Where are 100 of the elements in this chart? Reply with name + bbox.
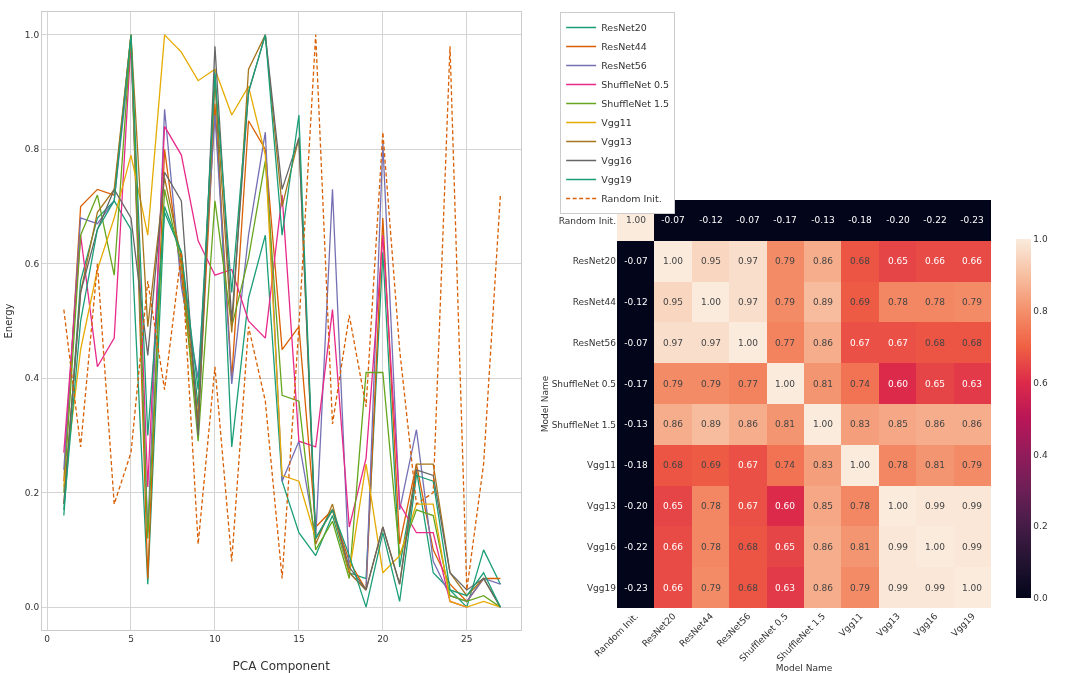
data-label: 1.00	[887, 501, 909, 512]
data-label: 0.68	[737, 542, 759, 553]
data-label: 0.66	[924, 256, 946, 267]
legend-label: Vgg13	[601, 136, 632, 148]
data-label: -0.07	[661, 215, 685, 226]
data-label: 0.86	[812, 583, 834, 594]
data-label: -0.20	[624, 501, 648, 512]
data-label: 0.85	[812, 501, 834, 512]
data-label: 0.67	[887, 338, 909, 349]
y-axis-title: Model Name	[540, 375, 550, 433]
data-label: 1.00	[625, 215, 647, 226]
data-label: -0.07	[624, 256, 648, 267]
data-label: 0.69	[700, 460, 722, 471]
y-axis-title: Energy	[3, 303, 14, 339]
data-label: 0.78	[700, 501, 722, 512]
color-bar-label: 0.4	[1033, 449, 1048, 460]
data-label: 0.60	[887, 379, 909, 390]
data-label: 0.86	[662, 419, 684, 430]
y-tick-label: 0.4	[24, 373, 40, 384]
data-label: 0.79	[774, 297, 796, 308]
color-bar-label: 0.6	[1033, 377, 1048, 388]
data-label: 0.78	[924, 297, 946, 308]
data-label: 0.65	[662, 501, 684, 512]
x-tick-label: 0	[44, 633, 51, 644]
data-label: 0.79	[774, 256, 796, 267]
data-label: -0.23	[624, 583, 648, 594]
data-label: 1.00	[961, 583, 983, 594]
data-label: 0.79	[849, 583, 871, 594]
data-label: 0.99	[961, 542, 983, 553]
data-label: 0.97	[662, 338, 684, 349]
y-tick-label: 0.2	[24, 487, 40, 498]
y-tick-label: Vgg16	[586, 541, 617, 552]
data-label: 0.63	[774, 583, 796, 594]
data-label: 0.68	[662, 460, 684, 471]
legend-label: ResNet56	[601, 60, 647, 72]
data-label: 1.00	[662, 256, 684, 267]
data-label: 0.77	[737, 379, 759, 390]
data-label: -0.07	[624, 338, 648, 349]
data-label: 0.66	[662, 542, 684, 553]
x-axis-title: Model Name	[775, 663, 833, 673]
x-tick-label: 5	[128, 633, 134, 644]
data-label: 0.86	[812, 256, 834, 267]
color-bar-label: 0.8	[1033, 305, 1048, 316]
y-tick-label: 1.0	[24, 30, 40, 41]
color-bar-label: 0.0	[1033, 593, 1048, 604]
y-tick-label: ResNet56	[572, 337, 617, 348]
data-label: 0.66	[662, 583, 684, 594]
data-label: 0.79	[700, 379, 722, 390]
data-label: 0.99	[924, 583, 946, 594]
legend-label: Vgg16	[601, 155, 632, 167]
data-label: 0.99	[887, 542, 909, 553]
data-label: -0.17	[773, 215, 797, 226]
legend-label: ShuffleNet 1.5	[601, 98, 670, 110]
data-label: 0.68	[849, 256, 871, 267]
data-label: 0.68	[924, 338, 946, 349]
data-label: 0.86	[812, 542, 834, 553]
y-tick-label: Random Init.	[558, 215, 616, 226]
data-label: 0.99	[924, 501, 946, 512]
color-bar-label: 0.2	[1033, 521, 1048, 532]
legend-label: ShuffleNet 0.5	[601, 79, 670, 91]
data-label: 0.97	[737, 297, 759, 308]
legend-label: Vgg19	[601, 174, 632, 186]
legend-label: Vgg11	[601, 117, 632, 129]
y-tick-label: ResNet44	[572, 297, 617, 308]
data-label: 0.60	[774, 501, 796, 512]
y-tick-label: ShuffleNet 0.5	[551, 378, 616, 389]
y-tick-label: Vgg19	[586, 582, 617, 593]
data-label: 0.95	[700, 256, 722, 267]
data-label: -0.12	[624, 297, 648, 308]
data-label: -0.20	[886, 215, 910, 226]
data-label: 0.74	[849, 379, 871, 390]
data-label: 0.81	[924, 460, 946, 471]
data-label: 1.00	[849, 460, 871, 471]
data-label: 0.79	[700, 583, 722, 594]
data-label: 1.00	[700, 297, 722, 308]
data-label: 0.79	[961, 460, 983, 471]
data-label: 0.68	[961, 338, 983, 349]
y-tick-label: Vgg11	[586, 460, 616, 471]
data-label: 0.85	[887, 419, 909, 430]
data-label: 0.78	[849, 501, 871, 512]
y-tick-label: Vgg13	[586, 501, 616, 512]
data-label: 0.95	[662, 297, 684, 308]
data-label: 0.89	[812, 297, 834, 308]
data-label: -0.13	[624, 419, 648, 430]
data-label: 0.81	[812, 379, 834, 390]
data-label: 0.79	[662, 379, 684, 390]
data-label: 0.79	[961, 297, 983, 308]
data-label: 0.67	[737, 460, 759, 471]
data-label: 0.69	[849, 297, 871, 308]
data-label: 0.78	[887, 460, 909, 471]
y-tick-label: 0.8	[24, 144, 40, 155]
data-label: -0.12	[699, 215, 723, 226]
data-label: 0.81	[774, 419, 796, 430]
data-label: 0.86	[961, 419, 983, 430]
data-label: -0.18	[624, 460, 648, 471]
data-label: 0.97	[700, 338, 722, 349]
y-tick-label: ResNet20	[572, 256, 617, 267]
data-label: 0.63	[961, 379, 983, 390]
data-label: -0.23	[960, 215, 984, 226]
data-label: 0.74	[774, 460, 796, 471]
